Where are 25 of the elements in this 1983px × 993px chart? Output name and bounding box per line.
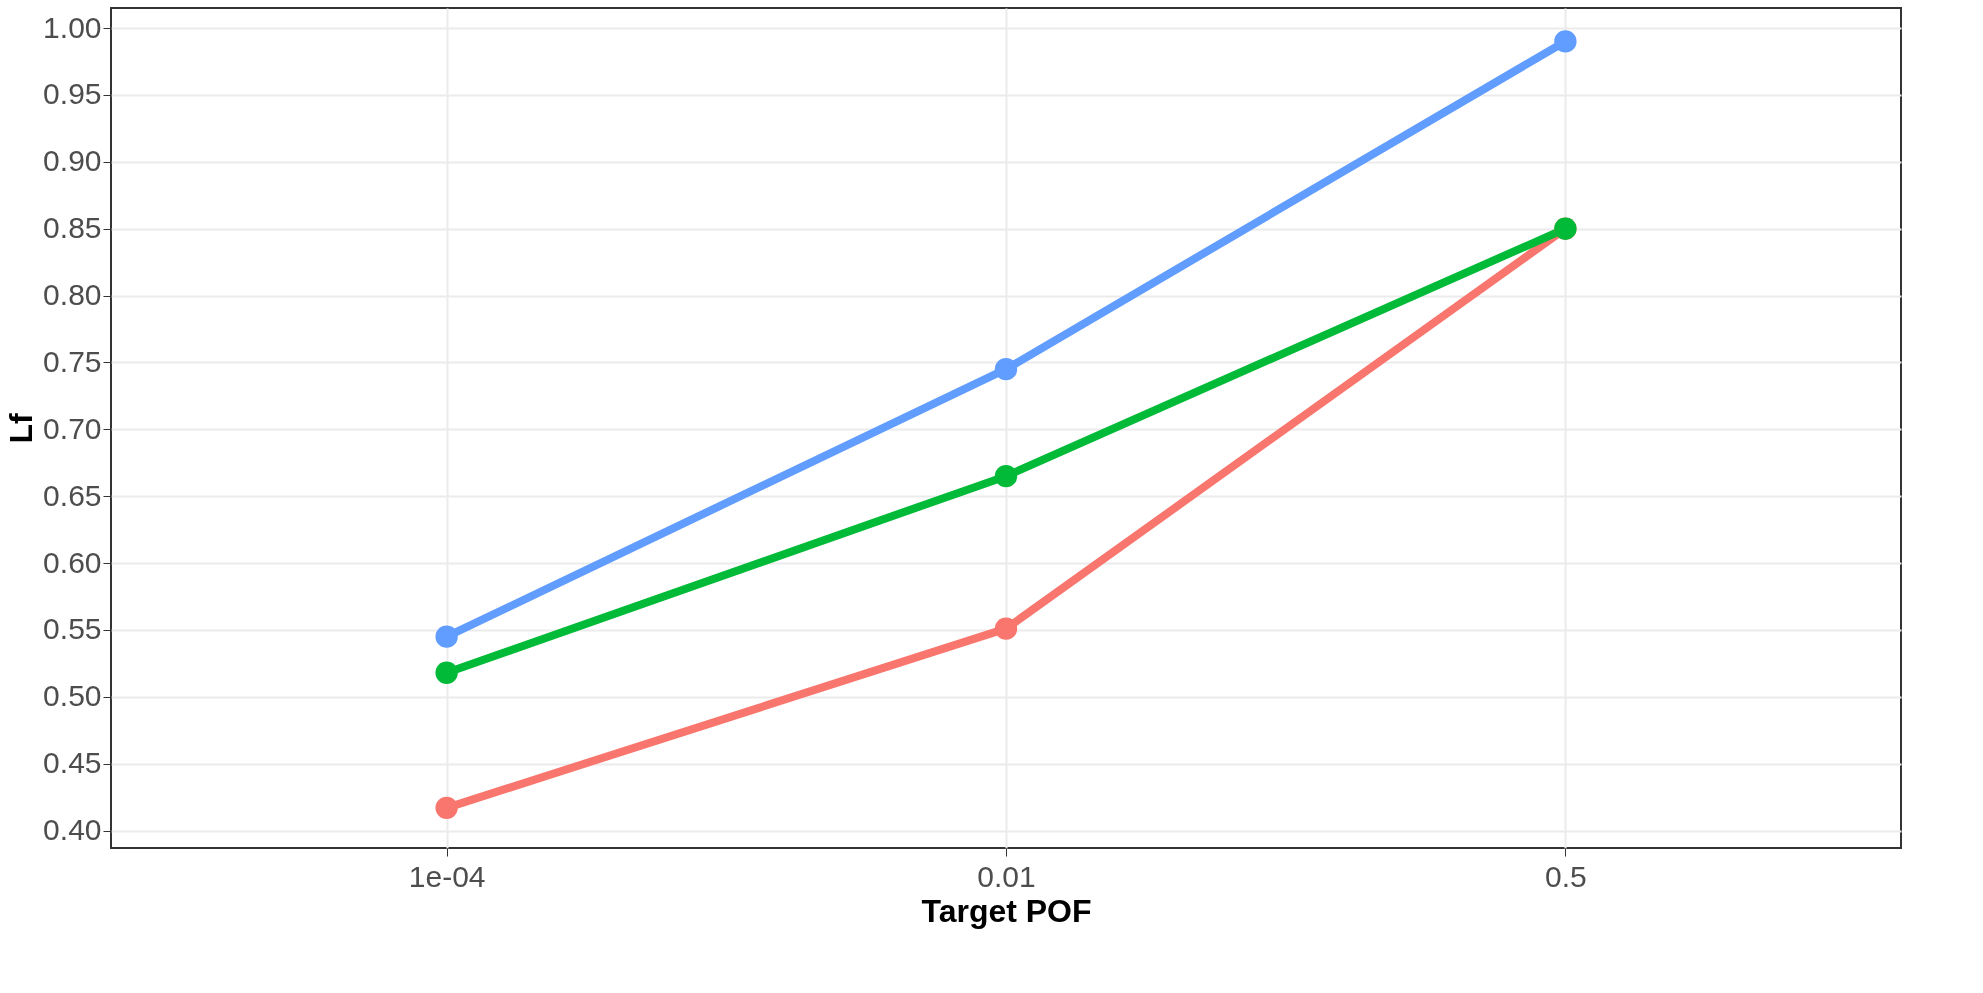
x-tick-label: 1e-04 <box>408 859 486 893</box>
y-tick-label: 1.00 <box>43 10 102 44</box>
y-tick-label: 0.80 <box>43 278 102 312</box>
point <box>994 357 1018 381</box>
point <box>435 625 458 648</box>
y-tick-label: 0.90 <box>43 144 102 178</box>
y-tick-label: 0.50 <box>43 679 102 713</box>
y-tick-label: 0.70 <box>43 411 102 445</box>
y-tick-label: 0.40 <box>43 813 102 847</box>
point <box>994 617 1018 640</box>
x-axis-title: Target POF <box>921 892 1092 929</box>
x-tick-label: 0.5 <box>1545 859 1587 893</box>
point <box>994 464 1018 488</box>
y-tick-label: 0.45 <box>43 746 102 780</box>
y-tick-label: 0.65 <box>43 478 102 512</box>
y-axis-title: Lf <box>3 413 40 444</box>
point <box>435 661 458 684</box>
y-tick-label: 0.60 <box>43 545 102 579</box>
y-tick-label: 0.55 <box>43 612 102 646</box>
point <box>435 796 458 820</box>
y-tick-label: 0.85 <box>43 211 102 245</box>
x-tick-label: 0.01 <box>977 859 1036 893</box>
y-tick-label: 0.75 <box>43 344 102 378</box>
point <box>1554 30 1577 53</box>
y-tick-label: 0.95 <box>43 77 102 111</box>
